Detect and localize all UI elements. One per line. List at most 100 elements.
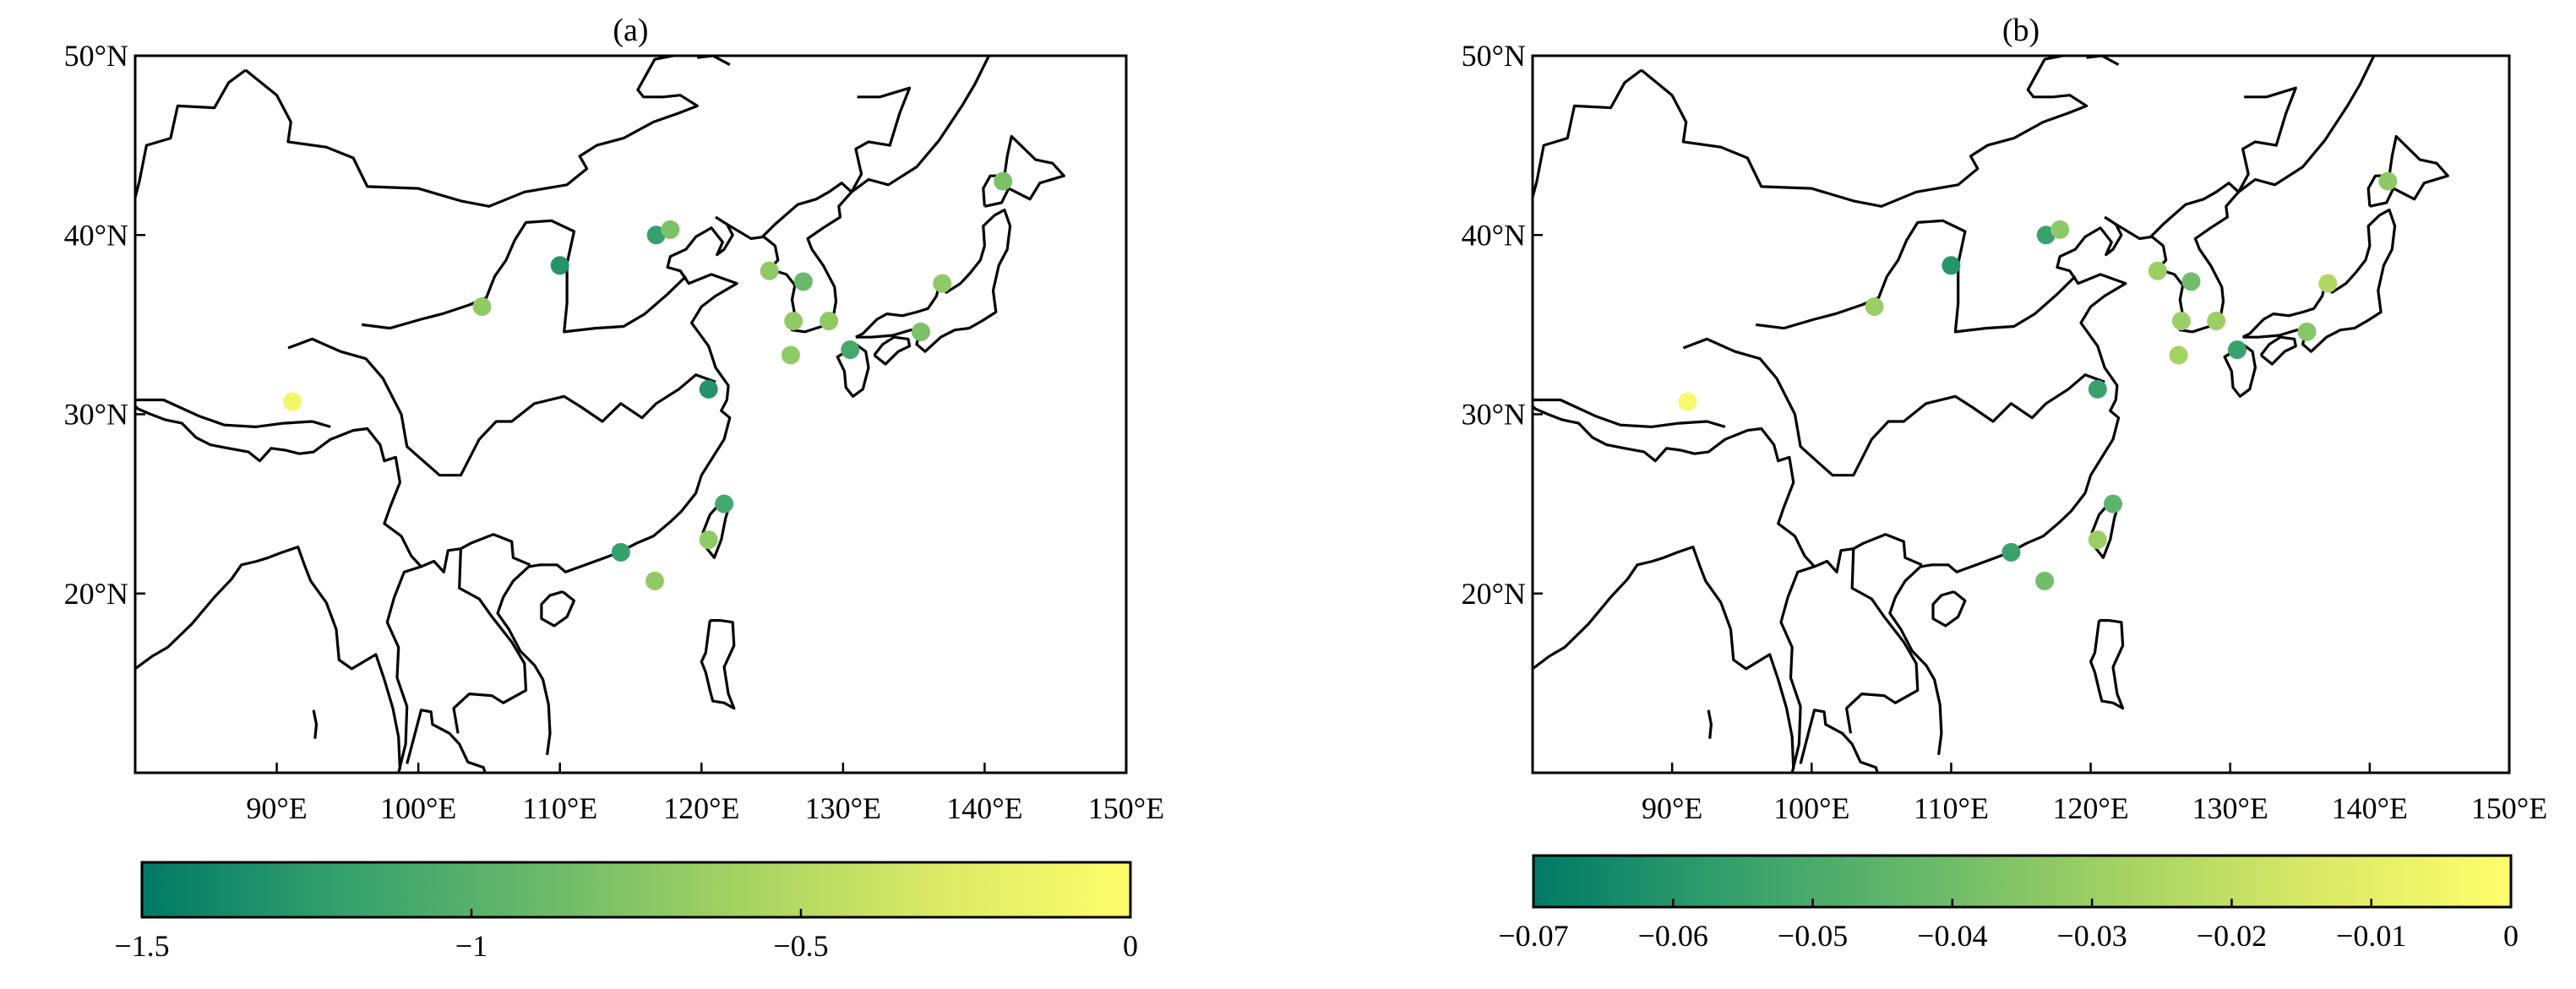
station-marker — [2171, 312, 2191, 331]
station-marker — [1865, 297, 1884, 317]
station-marker — [2378, 171, 2398, 191]
station-marker — [2001, 542, 2021, 562]
coastline — [2366, 134, 2449, 208]
border-line — [1682, 337, 2105, 477]
lat-tick-label: 50°N — [1462, 39, 1526, 73]
lon-tick-label: 150°E — [1088, 791, 1164, 825]
lon-tick-label: 120°E — [2052, 791, 2128, 825]
lon-tick-label: 90°E — [1642, 791, 1702, 825]
coastline — [726, 191, 853, 334]
panel-title: (b) — [2002, 13, 2040, 48]
panel-a: (a) 50°N 40°N 30°N 20°N 90°E 100°E 110°E 120°E 13… — [64, 13, 1165, 963]
colorbar-tick-label: 0 — [2503, 919, 2519, 953]
border-line — [135, 398, 331, 428]
coastline — [2115, 191, 2240, 334]
lon-tick-label: 130°E — [805, 791, 881, 825]
station-marker — [699, 530, 718, 550]
lon-tick-label: 110°E — [522, 791, 597, 825]
border-line — [1533, 68, 1642, 198]
border-line — [1640, 56, 2089, 208]
border-line — [287, 337, 716, 477]
border-line — [1533, 398, 1726, 428]
colorbar-tick-label: −0.04 — [1917, 919, 1987, 953]
station-marker — [760, 261, 779, 280]
station-marker — [699, 379, 718, 399]
station-marker — [2318, 274, 2338, 293]
station-marker — [2207, 312, 2226, 331]
border-line — [2086, 56, 2120, 67]
panel-title: (a) — [613, 13, 648, 48]
station-marker — [550, 256, 569, 275]
border-line — [2149, 86, 2297, 238]
colorbar-tick-label: 0 — [1123, 929, 1138, 963]
border-line — [761, 86, 912, 238]
station-marker — [933, 274, 952, 293]
coastline — [2259, 335, 2297, 366]
station-marker — [2148, 261, 2167, 280]
border-line — [135, 68, 247, 198]
station-marker — [2035, 571, 2055, 590]
colorbar-tick-label: −0.5 — [773, 929, 828, 963]
station-marker — [2088, 379, 2107, 399]
colorbar-tick-label: −0.06 — [1638, 919, 1708, 953]
station-marker — [2104, 494, 2122, 514]
station-marker — [645, 571, 664, 590]
station-marker — [2169, 345, 2188, 365]
lon-tick-label: 110°E — [1914, 791, 1989, 825]
coastline — [1888, 215, 2127, 756]
colorbar-tick-label: −0.03 — [2056, 919, 2127, 953]
station-marker — [820, 312, 839, 331]
border-line — [361, 219, 688, 334]
station-markers — [283, 171, 1013, 590]
station-marker — [472, 297, 492, 317]
colorbar — [140, 861, 1132, 919]
border-line — [1755, 219, 2077, 334]
border-line — [697, 56, 731, 67]
colorbar-tick-label: −0.01 — [2336, 919, 2406, 953]
lon-tick-label: 150°E — [2471, 791, 2547, 825]
station-marker — [2088, 530, 2107, 550]
coastline — [312, 709, 319, 739]
border-line — [244, 56, 699, 208]
station-marker — [2181, 272, 2201, 291]
colorbar-tick-label: −0.07 — [1498, 919, 1568, 953]
coastline — [1533, 546, 1795, 769]
station-marker — [2297, 322, 2317, 341]
station-marker — [2036, 226, 2056, 245]
station-marker — [611, 542, 630, 562]
lon-tick-label: 140°E — [946, 791, 1022, 825]
coastline — [406, 709, 487, 773]
border-line — [385, 565, 422, 773]
coastline — [873, 335, 912, 366]
lon-tick-label: 130°E — [2192, 791, 2268, 825]
map-frame — [1531, 54, 2511, 774]
station-marker — [715, 494, 734, 514]
lon-tick-label: 90°E — [246, 791, 307, 825]
station-marker — [283, 392, 302, 411]
station-marker — [2228, 340, 2247, 360]
station-marker — [781, 345, 800, 365]
coastlines — [1533, 56, 2449, 773]
border-line — [1533, 367, 1923, 573]
lat-tick-label: 50°N — [64, 39, 128, 73]
station-marker — [912, 322, 930, 341]
border-line — [1845, 548, 1920, 734]
station-marker — [841, 340, 860, 360]
colorbar — [1532, 854, 2513, 909]
coastline — [1707, 709, 1713, 739]
lon-tick-label: 100°E — [380, 791, 456, 825]
station-marker — [1678, 392, 1697, 411]
lon-tick-label: 100°E — [1773, 791, 1849, 825]
coastline — [540, 590, 576, 628]
station-marker — [2050, 220, 2070, 239]
border-line — [1779, 565, 1816, 773]
coastline — [855, 208, 1012, 353]
coastline — [850, 56, 990, 193]
coastline — [496, 215, 738, 756]
station-marker — [793, 272, 813, 291]
coastline — [700, 619, 736, 710]
lat-tick-label: 40°N — [64, 218, 128, 252]
lat-tick-label: 30°N — [1462, 398, 1526, 432]
border-line — [135, 367, 531, 573]
